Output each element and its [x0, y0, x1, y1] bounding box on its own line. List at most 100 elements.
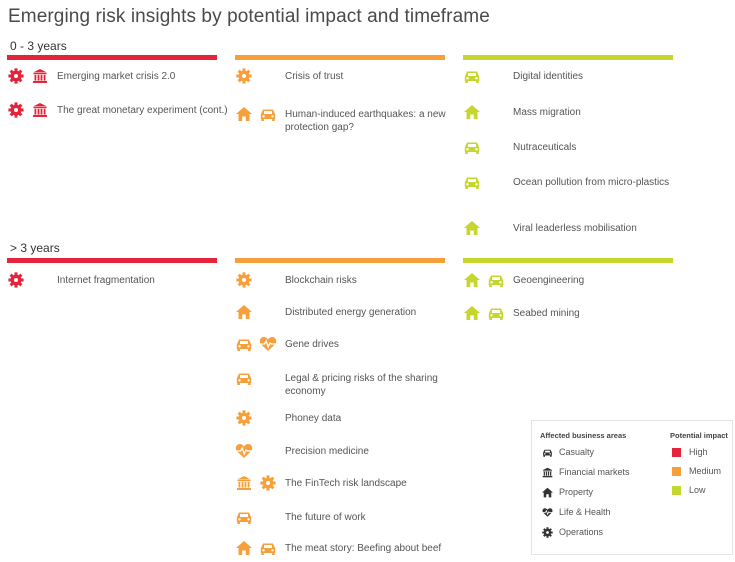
- operations-icon: [235, 68, 253, 84]
- risk-item-label: Crisis of trust: [285, 71, 344, 82]
- casualty-icon: [542, 447, 553, 458]
- risk-item-icons: [235, 336, 283, 352]
- property-icon: [235, 304, 253, 320]
- risk-item: Legal & pricing risks of the sharing eco…: [235, 370, 465, 397]
- legend-area-label: Operations: [559, 527, 604, 537]
- risk-item-icons: [7, 272, 31, 288]
- risk-item-icons: [235, 443, 259, 459]
- operations-icon: [235, 410, 253, 426]
- legend-impact-title: Potential impact: [670, 431, 728, 440]
- casualty-icon: [463, 139, 481, 155]
- risk-item: Seabed mining: [463, 305, 693, 325]
- risk-item: Distributed energy generation: [235, 304, 465, 324]
- risk-item-icons: [463, 220, 487, 236]
- risk-item-label: Ocean pollution from micro-plastics: [513, 177, 670, 188]
- risk-item-icons: [7, 68, 55, 84]
- impact-swatch-high: [672, 448, 681, 457]
- risk-item: Geoengineering: [463, 272, 693, 292]
- risk-item-icons: [463, 305, 511, 321]
- risk-item: Mass migration: [463, 104, 693, 124]
- risk-item-label: Phoney data: [285, 413, 342, 424]
- operations-icon: [235, 272, 253, 288]
- impact-bar-medium: [235, 55, 445, 60]
- risk-item: The FinTech risk landscape: [235, 475, 465, 495]
- impact-swatch-low: [672, 486, 681, 495]
- timeframe-label: > 3 years: [10, 241, 60, 255]
- risk-item: Human-induced earthquakes: a new protect…: [235, 106, 465, 133]
- risk-item-label: Emerging market crisis 2.0: [57, 71, 176, 82]
- impact-swatch-medium: [672, 467, 681, 476]
- risk-item-icons: [235, 272, 259, 288]
- risk-item-label: Viral leaderless mobilisation: [513, 223, 637, 234]
- property-icon: [463, 305, 481, 321]
- legend-area-label: Property: [559, 487, 594, 497]
- risk-item-icons: [463, 68, 487, 84]
- legend-area-label: Casualty: [559, 447, 595, 457]
- impact-bar-high: [7, 55, 217, 60]
- impact-bar-low: [463, 55, 673, 60]
- legend-impact-label: High: [689, 447, 708, 457]
- risk-item: Emerging market crisis 2.0: [7, 68, 237, 88]
- impact-bar-low: [463, 258, 673, 263]
- financial-markets-icon: [31, 68, 49, 84]
- legend-impact-label: Medium: [689, 466, 722, 476]
- risk-item-label: Geoengineering: [513, 275, 585, 286]
- risk-item-icons: [235, 410, 259, 426]
- risk-item: Blockchain risks: [235, 272, 465, 292]
- impact-bar-medium: [235, 258, 445, 263]
- impact-bar-high: [7, 258, 217, 263]
- risk-item-label: Precision medicine: [285, 446, 369, 457]
- risk-item-icons: [463, 104, 487, 120]
- property-icon: [235, 106, 253, 122]
- property-icon: [463, 272, 481, 288]
- casualty-icon: [259, 540, 277, 556]
- financial-markets-icon: [542, 467, 553, 478]
- risk-item-icons: [235, 370, 259, 386]
- property-icon: [463, 104, 481, 120]
- risk-item-icons: [235, 68, 259, 84]
- financial-markets-icon: [31, 102, 49, 118]
- casualty-icon: [259, 106, 277, 122]
- casualty-icon: [463, 174, 481, 190]
- risk-item-label: Internet fragmentation: [57, 275, 155, 286]
- timeframe-label: 0 - 3 years: [10, 39, 67, 53]
- risk-item-label: Nutraceuticals: [513, 142, 577, 153]
- risk-item-icons: [7, 102, 55, 118]
- financial-markets-icon: [235, 475, 253, 491]
- risk-item-label: Legal & pricing risks of the sharing eco…: [285, 373, 438, 397]
- risk-item: The future of work: [235, 509, 465, 529]
- risk-item-label: Distributed energy generation: [285, 307, 417, 318]
- operations-icon: [259, 475, 277, 491]
- legend-impact-label: Low: [689, 485, 706, 495]
- legend-area-label: Financial markets: [559, 467, 630, 477]
- casualty-icon: [235, 370, 253, 386]
- legend-area-label: Life & Health: [559, 507, 611, 517]
- risk-item-label: Blockchain risks: [285, 275, 357, 286]
- risk-item-icons: [235, 475, 283, 491]
- risk-item-icons: [463, 272, 511, 288]
- risk-item: The meat story: Beefing about beef: [235, 540, 465, 560]
- risk-item: Crisis of trust: [235, 68, 465, 88]
- risk-item-icons: [235, 106, 283, 122]
- operations-icon: [7, 102, 25, 118]
- risk-item-label: The future of work: [285, 512, 366, 523]
- risk-item-label: The meat story: Beefing about beef: [285, 543, 442, 554]
- property-icon: [463, 220, 481, 236]
- risk-item: Ocean pollution from micro-plastics: [463, 174, 693, 194]
- casualty-icon: [487, 305, 505, 321]
- risk-item: Phoney data: [235, 410, 465, 430]
- page-title: Emerging risk insights by potential impa…: [8, 6, 490, 27]
- risk-item-icons: [235, 509, 259, 525]
- risk-item: Internet fragmentation: [7, 272, 237, 292]
- operations-icon: [7, 272, 25, 288]
- risk-item-icons: [463, 139, 487, 155]
- risk-item-label: Gene drives: [285, 339, 339, 350]
- operations-icon: [542, 527, 553, 538]
- operations-icon: [7, 68, 25, 84]
- life-health-icon: [542, 507, 553, 518]
- casualty-icon: [463, 68, 481, 84]
- risk-item-icons: [463, 174, 487, 190]
- casualty-icon: [235, 336, 253, 352]
- risk-item-label: Human-induced earthquakes: a new protect…: [285, 109, 446, 133]
- property-icon: [542, 487, 553, 498]
